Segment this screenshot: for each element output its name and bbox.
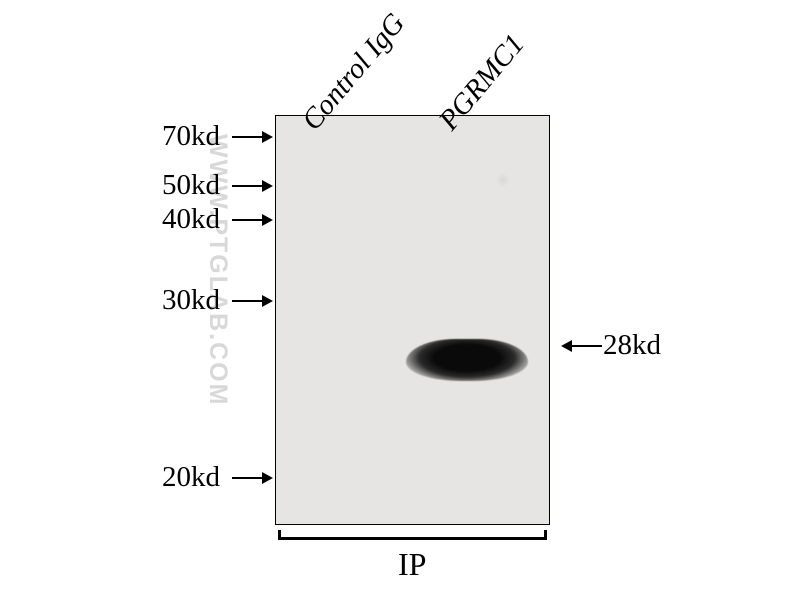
ip-bracket: [278, 537, 547, 540]
protein-band: [406, 339, 528, 381]
arrow-right-icon: [232, 214, 273, 226]
blot-membrane: [275, 115, 550, 525]
ip-label: IP: [398, 546, 426, 583]
mw-label: 40kd: [162, 203, 220, 236]
mw-label: 50kd: [162, 169, 220, 202]
mw-label: 70kd: [162, 120, 220, 153]
mw-label: 30kd: [162, 284, 220, 317]
ip-bracket-tick-left: [278, 530, 281, 540]
ip-bracket-tick-right: [544, 530, 547, 540]
membrane-smudge: [496, 173, 510, 187]
western-blot-figure: WWW.PTGLAB.COM Control IgGPGRMC1 70kd50k…: [0, 0, 800, 600]
band-size-label: 28kd: [603, 329, 661, 362]
arrow-right-icon: [232, 131, 273, 143]
arrow-right-icon: [232, 472, 273, 484]
arrow-right-icon: [232, 295, 273, 307]
arrow-left-icon: [561, 340, 602, 352]
arrow-right-icon: [232, 180, 273, 192]
mw-label: 20kd: [162, 461, 220, 494]
